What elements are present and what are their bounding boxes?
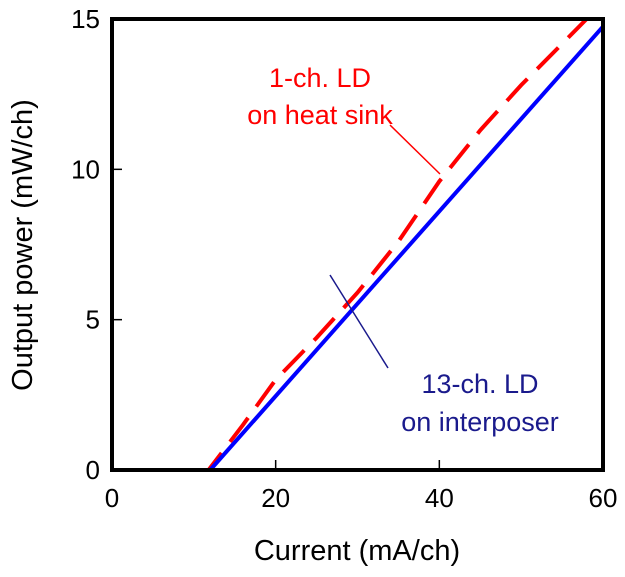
annotation-heat-sink-line1: 1-ch. LD <box>269 63 371 93</box>
annotation-heat-sink-line2: on heat sink <box>247 100 393 130</box>
series-line-0 <box>112 17 589 472</box>
x-tick-label: 20 <box>261 483 290 513</box>
annotation-interposer-line2: on interposer <box>401 407 559 437</box>
annotation-heat-sink-leader <box>389 124 441 175</box>
annotation-interposer-line1: 13-ch. LD <box>421 369 538 399</box>
y-tick-label: 5 <box>86 305 100 335</box>
y-tick-label: 10 <box>71 154 100 184</box>
y-tick-label: 15 <box>71 4 100 34</box>
plot-frame <box>110 17 605 472</box>
x-tick-label: 40 <box>425 483 454 513</box>
x-axis-label: Current (mA/ch) <box>254 535 460 567</box>
annotation-interposer-leader <box>329 274 389 369</box>
y-tick-label: 0 <box>86 455 100 485</box>
y-axis-label: Output power (mW/ch) <box>7 99 39 391</box>
x-tick-label: 60 <box>589 483 618 513</box>
x-tick-label: 0 <box>105 483 119 513</box>
series-line-1 <box>208 25 605 472</box>
